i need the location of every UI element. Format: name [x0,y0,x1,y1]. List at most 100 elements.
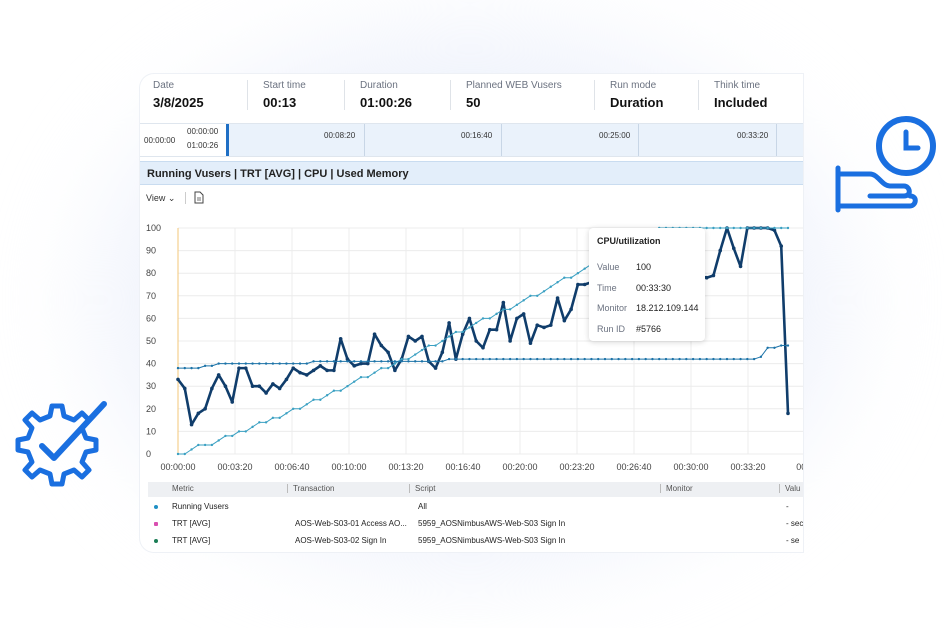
data-point [766,226,769,230]
data-point [454,357,458,361]
data-point [414,360,417,363]
data-point [407,360,410,363]
data-point [359,361,363,366]
data-point [563,357,566,361]
data-point [203,364,207,368]
data-point [460,332,465,337]
data-point [712,357,715,361]
data-point [332,368,336,373]
table-row[interactable]: TRT [AVG] AOS-Web-S03-01 Access AO... 59… [148,516,803,532]
column-header[interactable]: Transaction [287,484,335,493]
column-header[interactable]: Monitor [660,484,693,493]
data-point [583,267,586,270]
column-header[interactable]: Valu [779,484,800,493]
data-point [678,357,681,361]
timeline-slider[interactable]: 00:00:00 00:00:00 01:00:26 00:08:20 00:1… [140,123,803,157]
data-point [183,366,186,370]
view-dropdown[interactable]: View ⌄ [146,193,176,203]
data-point [562,318,567,323]
data-point [359,375,363,379]
data-point [332,389,336,392]
data-point [447,335,451,338]
data-point [746,226,749,230]
data-point [630,357,634,361]
data-point [413,339,418,343]
column-header[interactable]: Script [409,484,435,493]
data-point [671,357,674,361]
export-csv-icon[interactable] [194,191,204,204]
data-point [644,357,647,361]
data-point [210,386,214,391]
data-point [183,452,186,456]
data-point [447,321,451,325]
timeline-tick-label: 00:08:20 [324,131,356,140]
data-point [738,264,743,269]
data-point [536,357,539,361]
data-point [237,366,241,370]
data-point [711,273,716,278]
data-point [312,398,315,401]
timeline-start-label: 00:00:00 [144,136,176,145]
data-point [474,339,479,343]
data-point [278,362,281,365]
data-point [366,375,369,379]
data-point [691,357,695,361]
run-summary-header: Date 3/8/2025 Start time 00:13 Duration … [140,74,803,118]
column-header[interactable]: Metric [172,484,194,493]
data-point [495,357,498,361]
data-point [298,370,302,375]
data-point [346,385,349,388]
data-point [386,350,390,355]
timeline-selection[interactable] [140,124,227,156]
x-tick-label: 00:30:00 [673,462,708,472]
timeline-handle[interactable] [226,124,229,156]
summary-think-time: Think time Included [698,80,767,110]
data-point [766,346,769,349]
data-point [461,357,464,361]
data-point [353,360,356,363]
data-point [569,276,573,279]
data-point [732,226,735,230]
data-point [468,326,471,329]
data-point [312,360,315,363]
cell-value: - sec [786,519,803,528]
data-point [521,312,526,316]
data-point [603,357,607,361]
data-point [759,226,763,230]
data-point [311,368,316,373]
data-point [582,282,587,287]
data-point [345,357,350,361]
data-point [197,443,200,447]
data-point [243,366,248,370]
timeline-tick-label: 00:25:00 [599,131,631,140]
data-point [725,226,729,230]
data-point [759,355,763,359]
data-point [501,300,506,305]
data-point [373,371,376,374]
data-point [305,403,308,406]
tooltip-key: Value [597,262,620,272]
data-point [447,357,451,361]
data-point [203,443,207,447]
data-point [433,366,438,370]
table-row[interactable]: Running Vusers All - [148,499,803,515]
data-point [528,341,533,346]
data-point [224,434,227,438]
data-point [434,360,437,363]
table-row[interactable]: TRT [AVG] AOS-Web-S03-02 Sign In 5959_AO… [148,533,803,549]
data-point [718,248,723,253]
data-point [264,362,268,365]
data-point [440,350,445,355]
data-point [773,226,776,230]
data-point [251,425,254,429]
data-point [779,244,784,248]
data-point [365,361,370,366]
data-point [427,344,430,347]
data-point [258,362,261,365]
data-point [475,321,478,325]
data-point [217,439,220,442]
data-point [190,448,193,451]
data-point [569,357,573,361]
data-point [502,357,505,361]
gear-check-icon [15,401,107,487]
